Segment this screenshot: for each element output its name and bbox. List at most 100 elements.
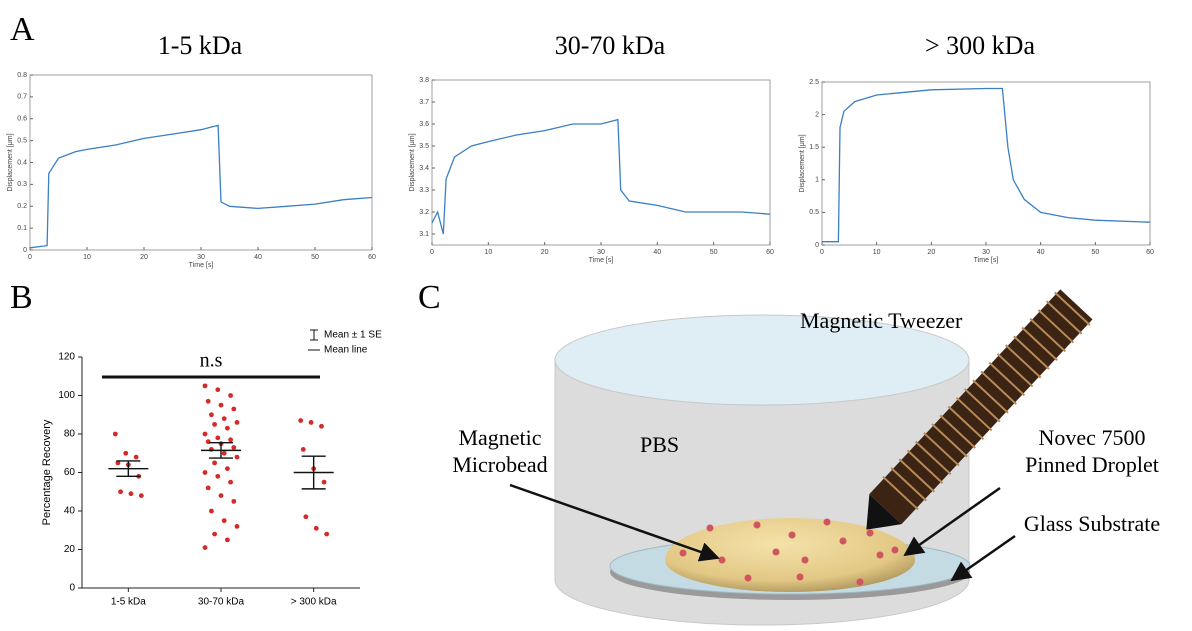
label: Glass Substrate: [1024, 511, 1160, 536]
y-tick-label: 2.5: [809, 79, 819, 86]
x-tick-label: 20: [140, 254, 148, 261]
data-point: [112, 431, 118, 437]
y-tick-label: 3.7: [419, 99, 429, 106]
data-point: [221, 518, 227, 524]
x-tick-label: > 300 kDa: [291, 597, 337, 608]
x-axis-label: Time [s]: [974, 257, 999, 264]
y-tick-label: 0.6: [17, 116, 27, 123]
y-tick-label: 0.5: [17, 137, 27, 144]
data-point: [228, 393, 234, 398]
data-point: [209, 508, 214, 514]
panel-label: C: [418, 279, 441, 316]
coil: [972, 379, 1009, 414]
coil: [906, 449, 944, 484]
y-tick-label: 3.1: [419, 231, 429, 238]
panel-label: A: [10, 11, 35, 48]
label: Novec 7500: [1039, 425, 1146, 450]
x-axis-label: Time [s]: [189, 262, 214, 269]
coil: [1013, 335, 1050, 370]
data-point: [234, 454, 240, 460]
data-point: [321, 479, 327, 485]
y-tick-label: 0: [69, 583, 75, 594]
x-tick-label: 40: [1037, 249, 1045, 256]
data-point: [225, 537, 230, 543]
x-tick-label: 0: [820, 249, 824, 256]
y-tick-label: 3.3: [419, 187, 429, 194]
data-point: [300, 447, 306, 452]
y-tick-label: 0.3: [17, 181, 27, 188]
data-point: [202, 545, 208, 550]
y-tick-label: 100: [58, 390, 75, 401]
data-point: [202, 470, 208, 475]
label: Magnetic Tweezer: [800, 308, 963, 333]
y-axis-label: Displacement [μm]: [7, 133, 14, 191]
y-tick-label: 0.8: [17, 72, 27, 79]
data-point: [212, 421, 218, 427]
coil: [1021, 326, 1058, 361]
x-tick-label: 60: [766, 249, 774, 256]
x-tick-label: 40: [653, 249, 661, 256]
data-point: [228, 437, 234, 443]
label: Pinned Droplet: [1025, 452, 1159, 477]
y-tick-label: 2: [815, 111, 819, 118]
x-tick-label: 40: [254, 254, 262, 261]
arrow: [950, 534, 1016, 582]
data-point: [133, 454, 139, 460]
data-point: [123, 450, 129, 456]
container-top: [554, 314, 970, 406]
y-axis-label: Displacement [μm]: [409, 133, 416, 191]
data-point: [218, 402, 224, 408]
microbeads: [679, 518, 899, 586]
data-point: [231, 406, 237, 412]
data-point: [209, 447, 214, 452]
y-tick-label: 3.4: [419, 165, 429, 172]
y-tick-label: 0: [23, 247, 27, 254]
data-point: [225, 425, 230, 431]
legend-entry: Mean ± 1 SE: [324, 330, 382, 341]
arrow: [509, 483, 720, 562]
data-point: [234, 524, 240, 529]
y-axis-label: Percentage Recovery: [41, 419, 53, 525]
data-point: [303, 514, 309, 520]
data-point: [205, 439, 211, 445]
x-axis-label: Time [s]: [589, 257, 614, 264]
y-tick-label: 0.4: [17, 159, 27, 166]
x-tick-label: 10: [873, 249, 881, 256]
y-tick-label: 20: [64, 544, 76, 555]
droplet: [665, 518, 915, 592]
label: Microbead: [452, 452, 547, 477]
data-line: [29, 124, 373, 249]
y-tick-label: 0: [815, 242, 819, 249]
coil: [931, 423, 968, 458]
chart-title: 1-5 kDa: [158, 31, 243, 60]
x-tick-label: 50: [710, 249, 718, 256]
y-tick-label: 120: [58, 352, 75, 363]
x-tick-label: 30-70 kDa: [198, 597, 245, 608]
chart-title: > 300 kDa: [925, 31, 1035, 60]
data-point: [319, 423, 324, 429]
data-line: [822, 87, 1151, 243]
x-tick-label: 20: [541, 249, 549, 256]
y-tick-label: 1: [815, 177, 819, 184]
y-tick-label: 3.8: [419, 77, 429, 84]
panel-label: B: [10, 279, 33, 316]
data-point: [115, 460, 121, 466]
data-line: [431, 118, 771, 235]
coil: [1054, 291, 1091, 326]
data-point: [324, 531, 330, 537]
coil: [890, 467, 927, 502]
data-point: [231, 445, 237, 450]
coil: [955, 396, 993, 432]
x-tick-label: 60: [368, 254, 376, 261]
error-bar: [301, 455, 326, 490]
data-point: [215, 435, 221, 441]
y-axis-label: Displacement [μm]: [799, 134, 806, 192]
error-bar: [116, 460, 141, 478]
x-tick-label: 30: [197, 254, 205, 261]
data-point: [138, 493, 144, 498]
x-tick-label: 30: [982, 249, 990, 256]
plot-frame: [431, 79, 771, 246]
coil: [923, 432, 960, 467]
data-point: [231, 498, 237, 504]
y-tick-label: 0.2: [17, 203, 27, 210]
